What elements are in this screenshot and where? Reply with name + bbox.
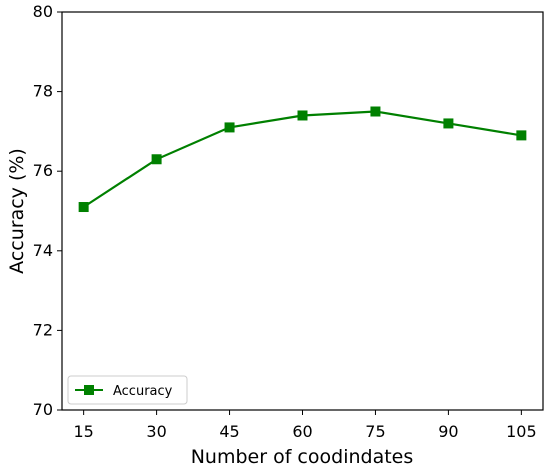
data-point (297, 110, 308, 121)
data-point (151, 154, 162, 165)
x-tick-label: 45 (219, 422, 239, 441)
data-point (78, 202, 89, 213)
data-point (370, 106, 381, 117)
y-tick-label: 78 (33, 82, 53, 101)
x-axis-title: Number of coodindates (191, 446, 414, 468)
plot-frame (61, 11, 544, 411)
y-axis-ticks: 70 72 74 76 78 80 (33, 2, 62, 419)
y-tick-label: 74 (33, 241, 53, 260)
series-line-0 (82, 110, 522, 208)
legend-box (67, 375, 188, 405)
y-tick-label: 70 (33, 400, 53, 419)
legend: Accuracy (67, 375, 188, 405)
y-axis-title: Accuracy (%) (6, 148, 28, 274)
x-tick-label: 30 (146, 422, 166, 441)
y-tick-label: 80 (33, 2, 53, 21)
y-tick-label: 72 (33, 320, 53, 339)
x-tick-label: 60 (292, 422, 312, 441)
x-tick-label: 105 (506, 422, 537, 441)
data-point (516, 130, 527, 141)
x-tick-label: 75 (365, 422, 385, 441)
y-tick-label: 76 (33, 161, 53, 180)
legend-label: Accuracy (113, 384, 173, 399)
legend-marker (84, 385, 94, 395)
data-point (443, 118, 454, 129)
data-point (224, 122, 235, 133)
x-axis-ticks: 15 30 45 60 75 90 105 (73, 410, 537, 441)
x-tick-label: 15 (73, 422, 93, 441)
x-tick-label: 90 (438, 422, 458, 441)
series-layer (78, 106, 527, 213)
plot-area: 70 72 74 76 78 80 15 30 45 60 75 90 105 (33, 2, 544, 441)
